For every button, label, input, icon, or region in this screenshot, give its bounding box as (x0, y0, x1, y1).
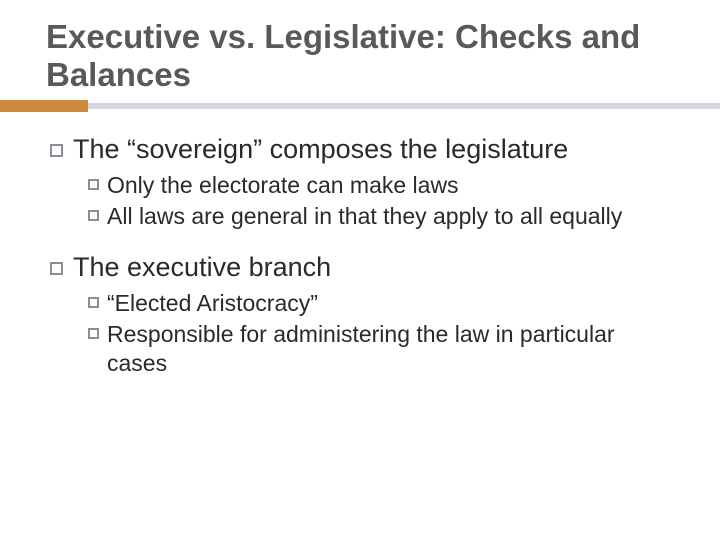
list-item-text: Responsible for administering the law in… (107, 320, 680, 378)
list-item: “Elected Aristocracy” (88, 289, 680, 318)
square-bullet-icon (88, 179, 99, 190)
list-item: Responsible for administering the law in… (88, 320, 680, 378)
title-rule (40, 100, 680, 112)
list-item-text: Only the electorate can make laws (107, 171, 459, 200)
list-item-text: “Elected Aristocracy” (107, 289, 318, 318)
accent-bar (0, 100, 88, 112)
section-items: “Elected Aristocracy” Responsible for ad… (50, 289, 680, 377)
section-heading-text: The executive branch (73, 252, 331, 283)
square-bullet-icon (50, 144, 63, 157)
square-bullet-icon (88, 328, 99, 339)
square-bullet-icon (88, 210, 99, 221)
section-heading: The “sovereign” composes the legislature (50, 134, 680, 165)
slide-title: Executive vs. Legislative: Checks and Ba… (40, 18, 680, 94)
content-area: The “sovereign” composes the legislature… (40, 134, 680, 378)
section-heading-text: The “sovereign” composes the legislature (73, 134, 568, 165)
square-bullet-icon (88, 297, 99, 308)
slide: Executive vs. Legislative: Checks and Ba… (0, 0, 720, 540)
list-item: All laws are general in that they apply … (88, 202, 680, 231)
list-item-text: All laws are general in that they apply … (107, 202, 622, 231)
section-heading: The executive branch (50, 252, 680, 283)
section-items: Only the electorate can make laws All la… (50, 171, 680, 231)
divider-bar (88, 103, 720, 109)
square-bullet-icon (50, 262, 63, 275)
list-item: Only the electorate can make laws (88, 171, 680, 200)
